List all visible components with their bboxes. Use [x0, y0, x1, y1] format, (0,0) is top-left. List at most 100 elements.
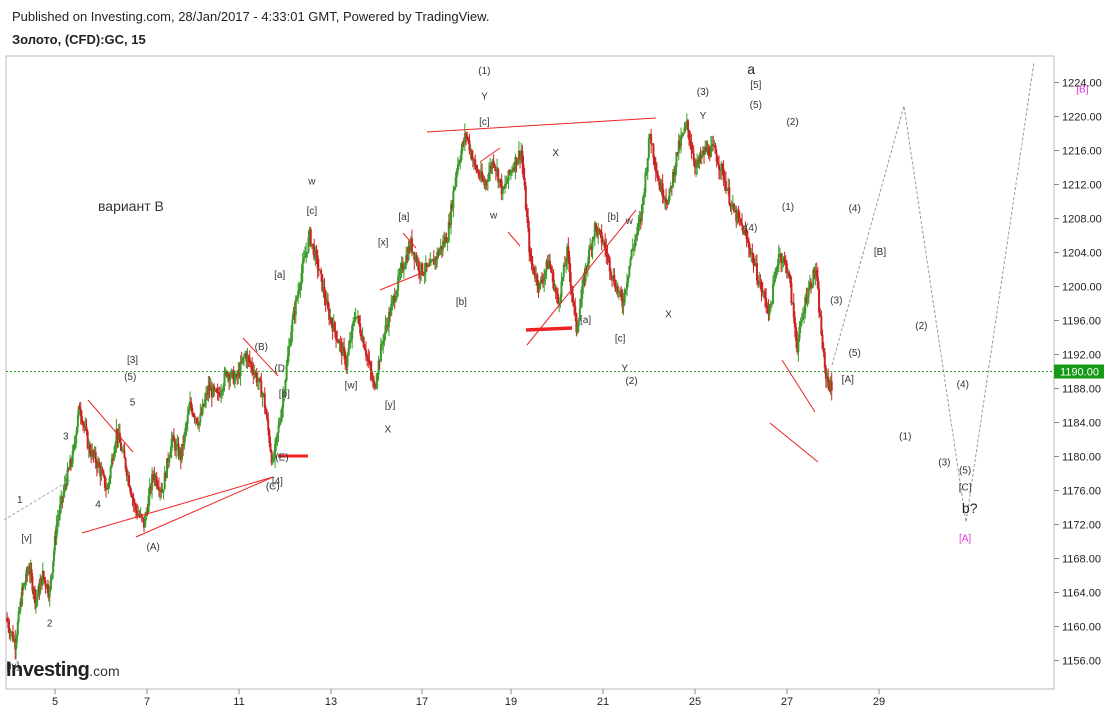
- candle-body: [673, 171, 676, 177]
- candle-body: [528, 228, 531, 253]
- candle-body: [764, 291, 766, 299]
- candle-body: [459, 159, 462, 163]
- candle-body: [346, 354, 349, 367]
- candle-body: [359, 323, 362, 334]
- candle-body: [179, 450, 182, 460]
- candle-body: [638, 218, 641, 224]
- candle-body: [501, 187, 504, 194]
- candle-body: [339, 341, 342, 343]
- wave-label: [c]: [307, 206, 318, 217]
- candle-body: [628, 265, 631, 277]
- y-tick-label: 1200.00: [1062, 282, 1102, 294]
- candle-body: [474, 159, 477, 166]
- candle-body: [590, 246, 593, 250]
- trendline: [507, 231, 521, 247]
- candle-body: [647, 138, 650, 158]
- candle-body: [402, 268, 405, 271]
- candle-body: [254, 372, 257, 374]
- candle-body: [781, 261, 784, 263]
- candle-body: [496, 168, 499, 172]
- wave-label: [c]: [479, 117, 490, 128]
- candle-body: [281, 407, 283, 419]
- candle-body: [668, 188, 671, 201]
- candle-body: [410, 238, 413, 252]
- candle-body: [148, 486, 151, 497]
- wave-label: (1): [899, 431, 911, 442]
- candle-body: [399, 267, 402, 275]
- candle-body: [600, 231, 603, 243]
- candle-body: [382, 341, 385, 345]
- candle-body: [284, 380, 287, 394]
- candle-body: [110, 458, 113, 468]
- wave-label: [b]: [608, 212, 619, 223]
- candle-body: [167, 458, 170, 463]
- wave-label: 3: [63, 431, 69, 442]
- candle-body: [381, 344, 384, 346]
- candle-body: [711, 144, 714, 147]
- candle-body: [424, 262, 427, 273]
- candle-body: [107, 483, 110, 489]
- candle-body: [306, 251, 309, 253]
- candle-body: [261, 394, 264, 398]
- candle-body: [401, 263, 404, 271]
- candle-body: [827, 376, 830, 383]
- candle-body: [362, 337, 365, 348]
- candle-body: [807, 287, 810, 298]
- support-mark: [525, 326, 573, 332]
- candle-body: [695, 166, 697, 168]
- candle-body: [276, 432, 279, 438]
- candle-body: [143, 518, 145, 528]
- candle-body: [378, 360, 381, 362]
- candle-body: [393, 295, 396, 302]
- candle-body: [782, 258, 785, 262]
- candle-body: [645, 172, 648, 174]
- candle-body: [48, 589, 51, 598]
- candle-body: [506, 180, 509, 184]
- wave-degree-label: b?: [962, 500, 978, 516]
- candle-body: [84, 426, 87, 428]
- wave-label: w: [625, 216, 634, 227]
- candle-body: [298, 289, 301, 292]
- candle-body: [661, 183, 664, 197]
- y-axis: 1156.00 1160.00 1164.00 1168.00 1172.00 1176.…: [1054, 78, 1102, 668]
- candle-body: [82, 422, 85, 424]
- wave-label: w: [307, 176, 316, 187]
- candle-body: [437, 251, 440, 256]
- candle-body: [582, 277, 585, 287]
- wave-label: (3): [938, 458, 950, 469]
- candle-body: [420, 263, 423, 276]
- candle-body: [99, 466, 102, 477]
- candle-body: [476, 170, 479, 172]
- candle-body: [773, 279, 776, 284]
- candle-body: [220, 392, 223, 397]
- candle-body: [195, 418, 198, 423]
- candle-body: [543, 275, 546, 283]
- candle-body: [592, 236, 595, 240]
- candle-body: [291, 319, 294, 333]
- candle-body: [356, 316, 359, 318]
- candle-body: [68, 468, 71, 471]
- candle-body: [762, 291, 765, 293]
- candle-body: [383, 333, 386, 342]
- wave-label: [C]: [959, 482, 972, 493]
- candle-body: [588, 249, 591, 263]
- published-caption: Published on Investing.com, 28/Jan/2017 …: [12, 9, 490, 24]
- candle-body: [597, 229, 600, 236]
- candle-body: [55, 524, 58, 539]
- y-tick-label: 1188.00: [1062, 384, 1101, 396]
- candle-body: [797, 339, 800, 353]
- candle-body: [805, 297, 808, 302]
- candle-body: [481, 171, 484, 180]
- candle-body: [93, 452, 96, 456]
- candle-body: [160, 489, 163, 492]
- candle-body: [207, 385, 210, 395]
- candle-body: [757, 280, 760, 285]
- candle-body: [599, 230, 602, 232]
- wave-label: [y]: [385, 400, 396, 411]
- candle-body: [368, 360, 371, 363]
- candle-body: [108, 478, 111, 484]
- candle-body: [53, 535, 56, 551]
- candle-body: [567, 246, 570, 258]
- wave-label: (E): [275, 453, 288, 464]
